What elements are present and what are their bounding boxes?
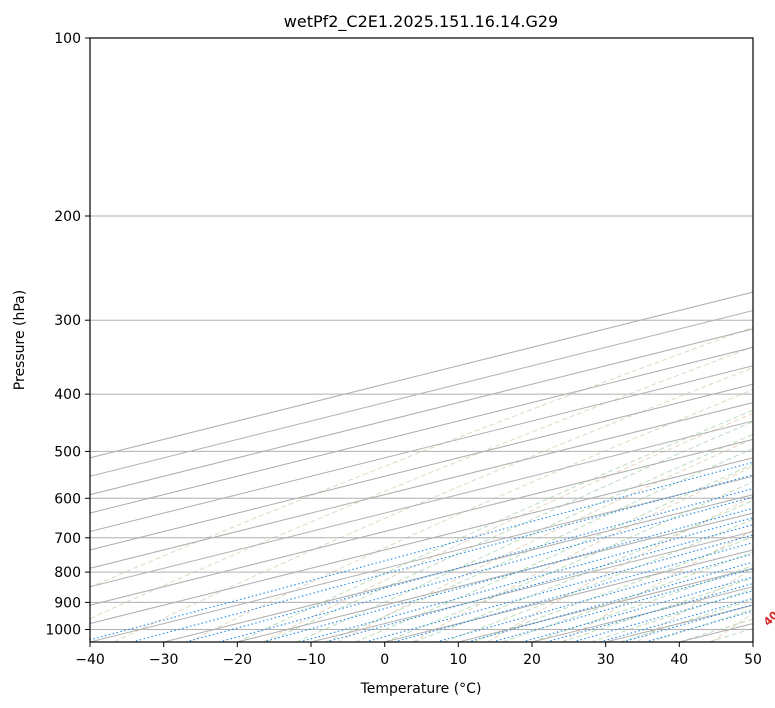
isotherm-label: 40 bbox=[761, 608, 775, 628]
y-tick-label: 500 bbox=[54, 444, 81, 460]
plot-frame bbox=[89, 37, 754, 643]
y-tick-label: 700 bbox=[54, 531, 81, 547]
mixing-ratio-line bbox=[90, 461, 753, 641]
dry-adiabat-line bbox=[90, 346, 753, 620]
y-tick-label: 300 bbox=[54, 313, 81, 329]
moist-adiabat-line bbox=[266, 421, 753, 642]
x-tick-label: −10 bbox=[296, 652, 326, 668]
isotherm-gridline bbox=[90, 291, 753, 459]
y-tick-label: 400 bbox=[54, 387, 81, 403]
dry-adiabat-line bbox=[487, 496, 753, 642]
isotherm-gridline bbox=[90, 328, 753, 496]
isotherm-gridline bbox=[752, 641, 753, 642]
moist-adiabat-line bbox=[413, 499, 753, 642]
y-tick-label: 800 bbox=[54, 565, 81, 581]
mixing-ratio-line bbox=[394, 542, 753, 642]
y-tick-label: 900 bbox=[54, 595, 81, 611]
x-tick-label: 20 bbox=[523, 652, 541, 668]
isotherm-gridline bbox=[90, 420, 753, 588]
x-tick-label: 30 bbox=[597, 652, 615, 668]
mixing-ratio-line bbox=[467, 561, 753, 642]
mixing-ratio-line bbox=[436, 553, 753, 642]
dry-adiabat-line bbox=[263, 412, 753, 642]
isotherm-gridline bbox=[90, 309, 753, 477]
isotherm-gridline bbox=[90, 383, 753, 551]
x-tick-label: 40 bbox=[670, 652, 688, 668]
y-tick-label: 1000 bbox=[45, 623, 81, 639]
x-tick-label: 0 bbox=[380, 652, 389, 668]
y-tick-label: 600 bbox=[54, 491, 81, 507]
moist-adiabat-line bbox=[561, 577, 753, 642]
isotherm-gridline bbox=[90, 402, 753, 569]
plot-background bbox=[90, 38, 753, 642]
y-tick-label: 100 bbox=[54, 31, 81, 47]
x-tick-label: 50 bbox=[744, 652, 762, 668]
x-axis: −40 −30 −20 −10 0 10 20 30 40 50 bbox=[75, 642, 762, 668]
moist-adiabat-line bbox=[502, 551, 753, 642]
y-tick-label: 200 bbox=[54, 209, 81, 225]
isotherm-gridline bbox=[90, 475, 753, 642]
y-axis: 100 200 300 400 500 600 700 800 900 1000 bbox=[45, 31, 90, 639]
x-tick-label: 10 bbox=[449, 652, 467, 668]
isotherm-gridline bbox=[163, 494, 753, 642]
x-tick-label: −40 bbox=[75, 652, 105, 668]
background-lines bbox=[90, 38, 753, 642]
isotherm-gridline bbox=[310, 530, 753, 642]
mixing-ratio-line bbox=[365, 534, 753, 642]
dry-adiabat-line bbox=[113, 367, 753, 642]
mixing-ratio-line bbox=[218, 496, 753, 642]
moist-adiabat-line bbox=[296, 433, 753, 642]
x-axis-title: Temperature (°C) bbox=[360, 681, 482, 697]
mixing-ratio-line bbox=[325, 524, 753, 642]
moist-adiabat-line bbox=[531, 565, 753, 642]
y-axis-title: Pressure (hPa) bbox=[12, 290, 28, 390]
isotherm-gridline bbox=[90, 457, 753, 625]
x-tick-label: −20 bbox=[223, 652, 253, 668]
moist-adiabat-line bbox=[384, 481, 753, 642]
moist-adiabat-line bbox=[620, 599, 753, 642]
isotherm-gridline bbox=[237, 512, 753, 642]
x-tick-label: −30 bbox=[149, 652, 179, 668]
isotherm-gridline bbox=[90, 438, 753, 606]
dry-adiabat-line bbox=[337, 438, 753, 642]
chart-title: wetPf2_C2E1.2025.151.16.14.G29 bbox=[284, 12, 558, 32]
